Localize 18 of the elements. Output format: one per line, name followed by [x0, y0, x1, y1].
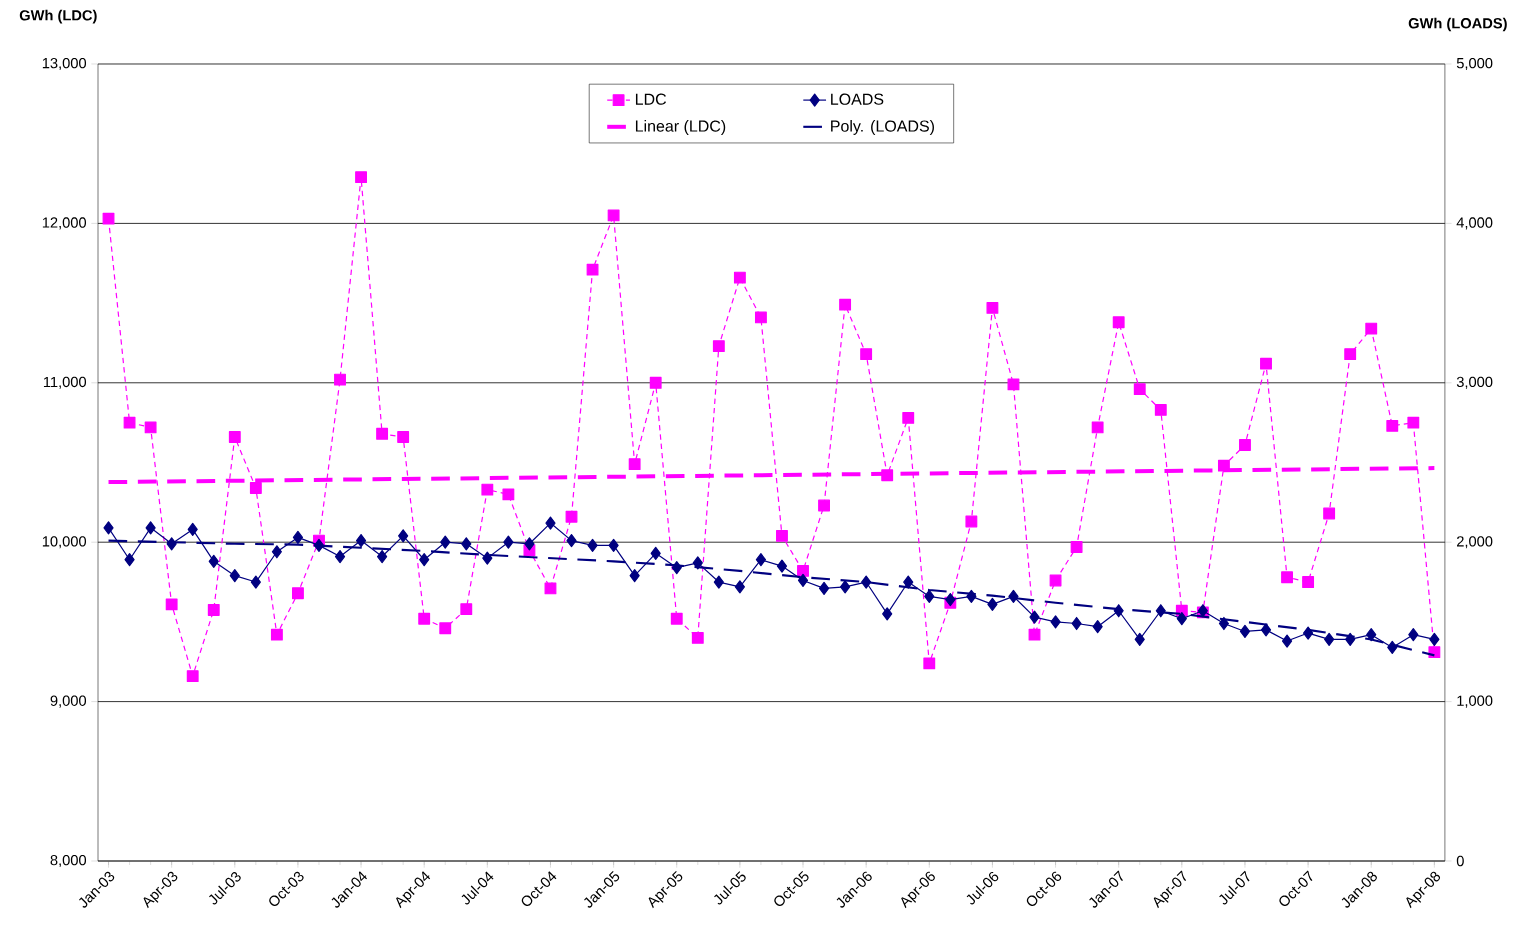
- y-tick-label: 8,000: [50, 854, 87, 868]
- y2-tick-label: 5,000: [1456, 57, 1493, 71]
- legend-label: Linear (LDC): [635, 120, 726, 135]
- y2-tick-label: 4,000: [1456, 217, 1493, 230]
- y2-axis-title: GWh (LOADS): [1408, 17, 1507, 32]
- y-tick-label: 10,000: [42, 536, 87, 549]
- y2-tick-label: 1,000: [1457, 695, 1493, 708]
- y-axis-title: GWh (LDC): [19, 9, 97, 24]
- legend-label: LOADS: [831, 93, 884, 105]
- y2-tick-label: 0: [1456, 855, 1464, 867]
- y2-tick-label: 3,000: [1456, 376, 1493, 389]
- y-tick-label: 9,000: [50, 695, 87, 708]
- y2-tick-label: 2,000: [1457, 536, 1493, 549]
- y-tick-label: 13,000: [42, 57, 87, 71]
- y-tick-label: 12,000: [42, 217, 87, 230]
- legend-label: LDC: [635, 93, 667, 105]
- y-tick-label: 11,000: [43, 376, 87, 389]
- legend-label: Poly. (LOADS): [831, 120, 934, 135]
